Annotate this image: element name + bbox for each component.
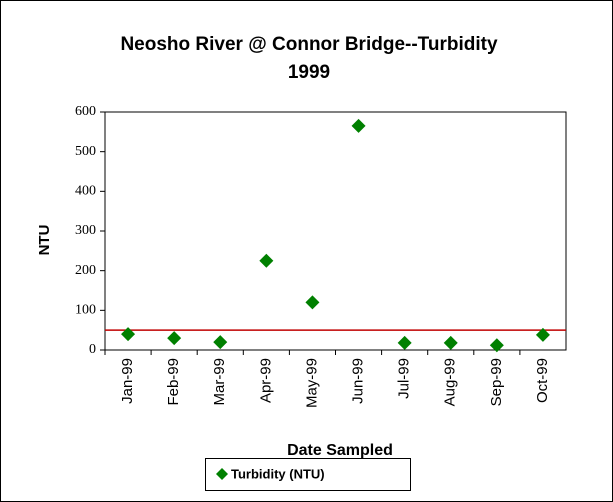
y-axis-label: NTU: [36, 225, 53, 256]
y-tick-label: 300: [75, 223, 96, 238]
y-tick-label: 600: [75, 104, 96, 119]
marker: [121, 327, 136, 342]
chart-subtitle: 1999: [288, 62, 330, 83]
marker: [443, 335, 458, 350]
x-tick-label: Oct-99: [534, 358, 551, 403]
legend-marker: [216, 468, 228, 480]
x-tick-label: Sep-99: [488, 358, 505, 406]
chart-title: Neosho River @ Connor Bridge--Turbidity: [120, 34, 498, 55]
marker: [351, 118, 366, 133]
legend-box: [205, 458, 411, 491]
y-tick-label: 100: [75, 303, 96, 318]
x-tick-label: Apr-99: [257, 358, 274, 403]
y-tick-label: 0: [89, 342, 96, 357]
y-tick-label: 500: [75, 144, 96, 159]
x-tick-label: Jun-99: [350, 358, 367, 404]
legend-label: Turbidity (NTU): [231, 466, 325, 481]
x-tick-label: Mar-99: [211, 358, 228, 406]
marker: [167, 331, 182, 346]
marker: [535, 327, 550, 342]
y-tick-label: 400: [75, 184, 96, 199]
x-tick-label: Feb-99: [165, 358, 182, 406]
marker: [489, 338, 504, 353]
marker: [397, 335, 412, 350]
marker: [305, 295, 320, 310]
x-tick-label: Aug-99: [442, 358, 459, 406]
marker: [213, 335, 228, 350]
marker: [259, 253, 274, 268]
x-tick-label: Jul-99: [396, 358, 413, 399]
x-tick-label: Jan-99: [119, 358, 136, 404]
x-axis-label: Date Sampled: [287, 442, 393, 459]
y-tick-label: 200: [75, 263, 96, 278]
x-tick-label: May-99: [303, 358, 320, 408]
